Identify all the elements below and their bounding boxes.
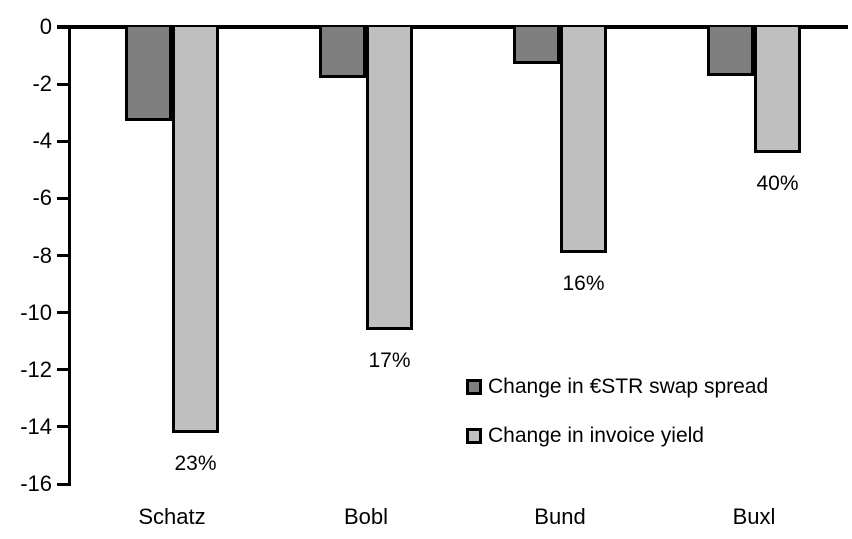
bar-bund-invoice-yield <box>560 27 607 253</box>
legend: Change in €STR swap spread Change in inv… <box>466 376 768 447</box>
data-label-schatz: 23% <box>174 452 217 475</box>
y-tick-label: -2 <box>32 71 52 97</box>
bar-buxl-swap-spread <box>707 27 754 76</box>
y-tick-mark <box>57 425 71 429</box>
bar-schatz-invoice-yield <box>172 27 219 433</box>
y-tick-mark <box>57 196 71 200</box>
y-tick-label: -12 <box>20 356 52 382</box>
data-label-buxl: 40% <box>756 172 799 195</box>
y-tick-label: -8 <box>32 242 52 268</box>
y-tick-mark <box>57 82 71 86</box>
bar-buxl-invoice-yield <box>754 27 801 153</box>
x-axis-label-bund: Bund <box>534 504 586 529</box>
y-tick-label: -10 <box>20 299 52 325</box>
x-axis-label-buxl: Buxl <box>732 504 776 529</box>
zero-baseline <box>57 25 848 29</box>
y-tick-label: 0 <box>39 14 52 39</box>
legend-item-invoice-yield: Change in invoice yield <box>466 425 768 447</box>
legend-swatch-dark-icon <box>466 379 482 395</box>
y-tick-label: -6 <box>32 185 52 211</box>
y-tick-mark <box>57 311 71 315</box>
y-tick-mark <box>57 368 71 372</box>
data-label-bund: 16% <box>562 272 605 295</box>
bar-schatz-swap-spread <box>125 27 172 121</box>
legend-label-swap-spread: Change in €STR swap spread <box>488 375 769 398</box>
legend-item-swap-spread: Change in €STR swap spread <box>466 376 768 398</box>
data-label-bobl: 17% <box>368 349 411 372</box>
bar-bobl-swap-spread <box>319 27 366 78</box>
y-tick-label: -4 <box>32 128 52 154</box>
legend-swatch-light-icon <box>466 428 482 444</box>
y-tick-label: -14 <box>20 413 52 439</box>
x-axis-label-schatz: Schatz <box>138 504 206 529</box>
x-axis-label-bobl: Bobl <box>343 504 389 529</box>
legend-label-invoice-yield: Change in invoice yield <box>488 424 704 447</box>
y-tick-mark <box>57 254 71 258</box>
bar-bobl-invoice-yield <box>366 27 413 330</box>
y-tick-label: -16 <box>20 471 52 497</box>
y-tick-mark <box>57 482 71 486</box>
y-tick-mark <box>57 139 71 143</box>
bar-bund-swap-spread <box>513 27 560 64</box>
